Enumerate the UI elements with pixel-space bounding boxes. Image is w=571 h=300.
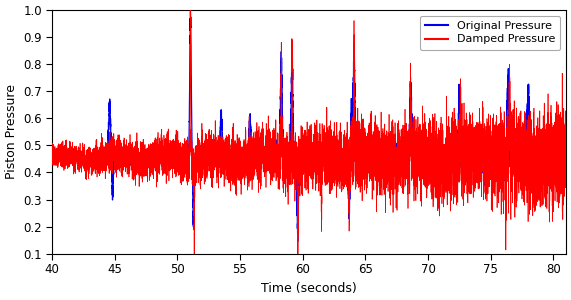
Y-axis label: Piston Pressure: Piston Pressure bbox=[5, 84, 18, 179]
Legend: Original Pressure, Damped Pressure: Original Pressure, Damped Pressure bbox=[420, 16, 561, 50]
X-axis label: Time (seconds): Time (seconds) bbox=[261, 282, 357, 295]
